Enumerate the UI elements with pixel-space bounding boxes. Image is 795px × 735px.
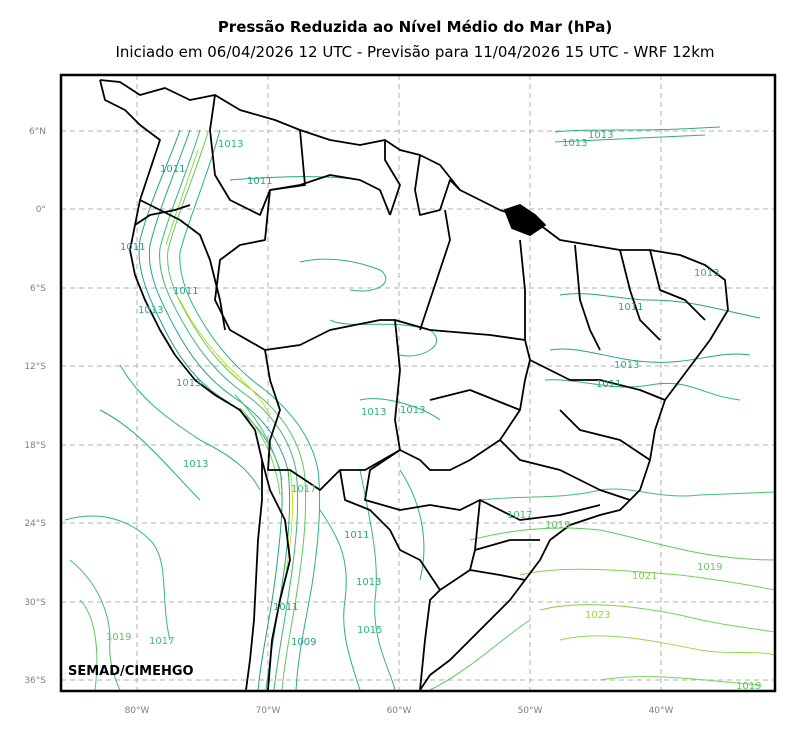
contour-label: 1013 <box>588 130 613 141</box>
lon-tick: 60°W <box>387 706 412 716</box>
contour-label: 1019 <box>106 632 131 643</box>
country-borders <box>99 79 729 691</box>
contour-label: 1019 <box>736 681 761 692</box>
contour-label: 1017 <box>149 636 174 647</box>
contour-label: 1011 <box>120 242 145 253</box>
map-subtitle: Iniciado em 06/04/2026 12 UTC - Previsão… <box>115 43 715 61</box>
contour-label: 1013 <box>562 138 587 149</box>
lat-axis: 6°N 0° 6°S 12°S 18°S 24°S 30°S 36°S <box>24 127 46 686</box>
contour-label: 1021 <box>632 571 657 582</box>
contour-label: 1011 <box>173 286 198 297</box>
lon-tick: 50°W <box>518 706 543 716</box>
contour-label: 1011 <box>344 530 369 541</box>
lat-tick: 6°S <box>30 284 46 294</box>
contour-label: 1013 <box>356 577 381 588</box>
contour-label: 1019 <box>697 562 722 573</box>
contour-label: 1023 <box>585 610 610 621</box>
contour-label: 1013 <box>176 378 201 389</box>
contour-label: 1013 <box>694 268 719 279</box>
contour-label: 1019 <box>545 520 570 531</box>
lat-tick: 24°S <box>24 519 46 529</box>
contour-label: 1011 <box>618 302 643 313</box>
contour-label: 1013 <box>183 459 208 470</box>
lat-tick: 0° <box>36 205 46 215</box>
contour-label: 1017 <box>507 510 532 521</box>
contour-label: 1011 <box>160 164 185 175</box>
lon-tick: 70°W <box>256 706 281 716</box>
lon-tick: 80°W <box>125 706 150 716</box>
lat-tick: 6°N <box>29 127 46 137</box>
contour-label: 1009 <box>291 637 316 648</box>
contour-label: 1013 <box>138 305 163 316</box>
map-frame <box>59 73 777 693</box>
lon-axis: 80°W 70°W 60°W 50°W 40°W <box>125 706 674 716</box>
contour-labels: 1013 1013 1013 1011 1011 1011 1011 1013 … <box>106 130 761 692</box>
contour-label: 1015 <box>357 625 382 636</box>
lat-tick: 30°S <box>24 598 46 608</box>
contour-label: 1011 <box>273 602 298 613</box>
lat-tick: 18°S <box>24 441 46 451</box>
map-title: Pressão Reduzida ao Nível Médio do Mar (… <box>217 18 613 36</box>
contour-label: 1013 <box>361 407 386 418</box>
contour-label: 1013 <box>400 405 425 416</box>
lat-tick: 36°S <box>24 676 46 686</box>
contour-label: 1017 <box>291 484 316 495</box>
lon-tick: 40°W <box>649 706 674 716</box>
andes-contours <box>138 129 321 691</box>
credit-label: SEMAD/CIMEHGO <box>68 664 194 679</box>
contour-label: 1011 <box>247 176 272 187</box>
lat-tick: 12°S <box>24 362 46 372</box>
contour-label: 1011 <box>596 379 621 390</box>
contour-label: 1013 <box>218 139 243 150</box>
contour-label: 1013 <box>614 360 639 371</box>
